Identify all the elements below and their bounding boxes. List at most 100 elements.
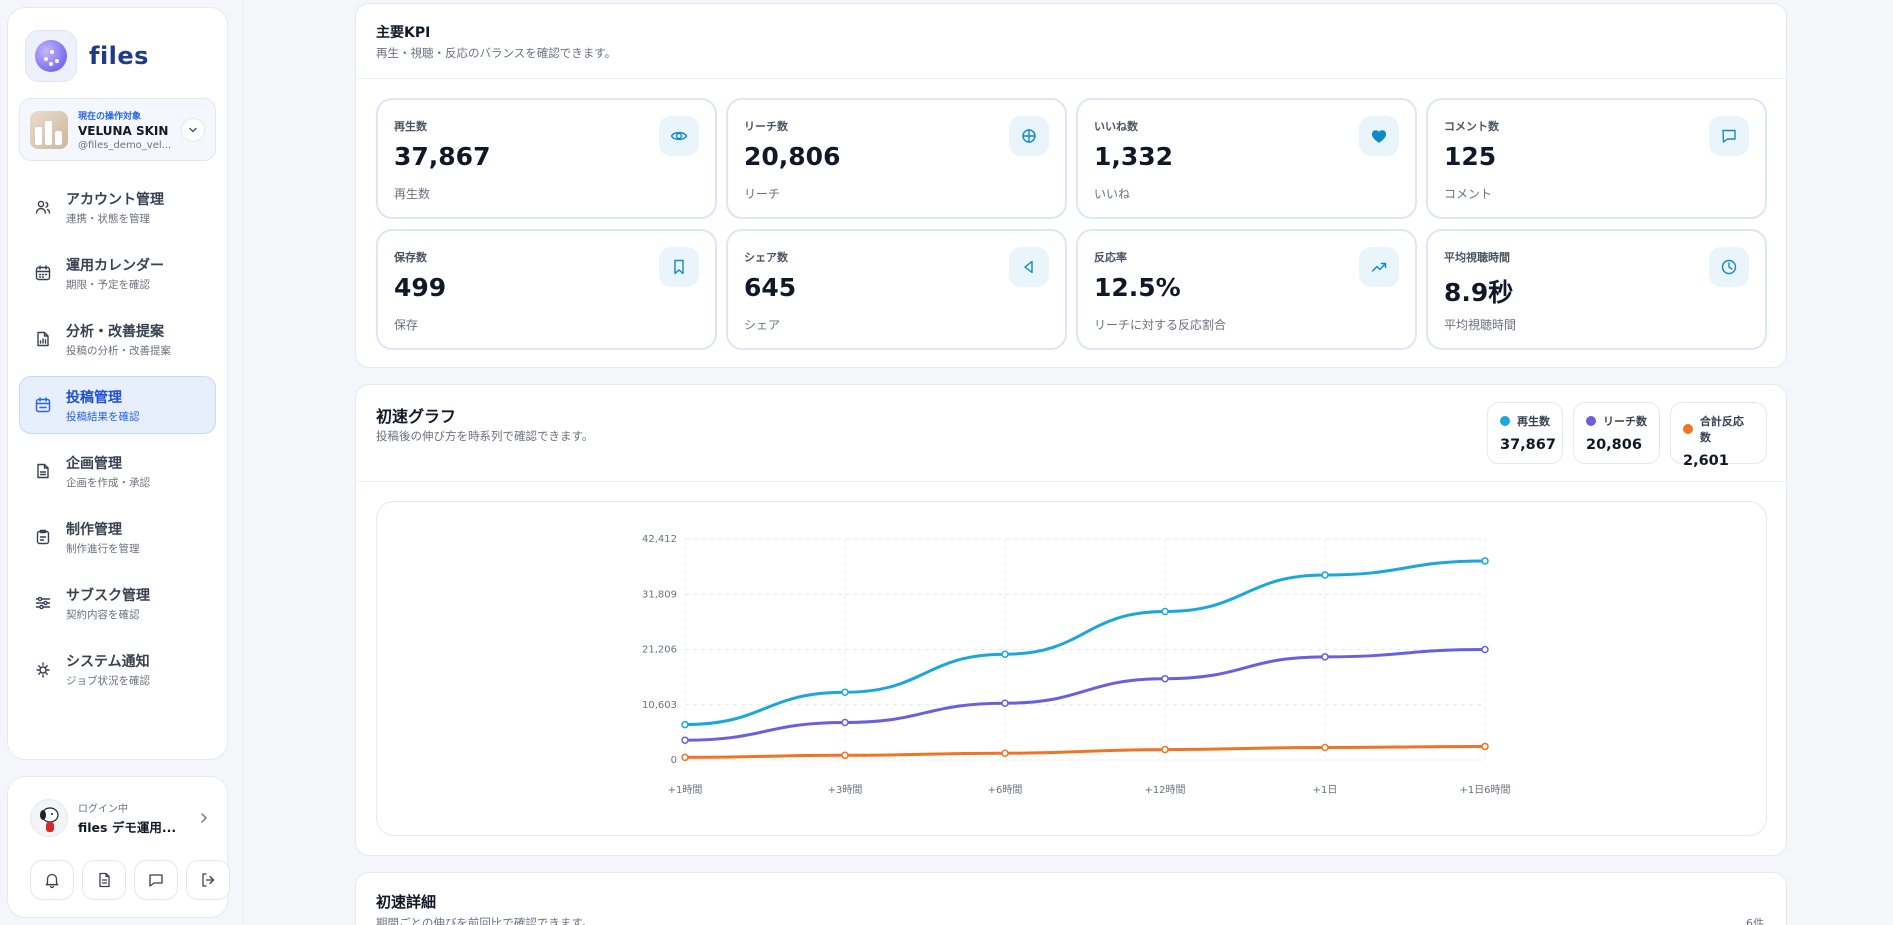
logout-icon — [202, 873, 215, 887]
kpi-value: 8.9秒 — [1444, 278, 1514, 307]
sidebar-item-3[interactable]: 投稿管理 投稿結果を確認 — [19, 376, 216, 434]
account-name: VELUNA SKIN — [78, 123, 169, 138]
user-profile[interactable]: ログイン中 files デモ運用... — [30, 799, 210, 837]
kpi-divider — [356, 78, 1786, 79]
kpi-sublabel: リーチ — [744, 187, 781, 201]
sidebar-item-label: 制作管理 — [66, 521, 122, 538]
y-tick-label: 21,206 — [642, 645, 677, 656]
brand-logo-icon — [25, 30, 77, 82]
sidebar-item-2[interactable]: 分析・改善提案投稿の分析・改善提案 — [19, 310, 216, 368]
series-line-1 — [683, 648, 1487, 742]
account-caption: 現在の操作対象 — [78, 111, 142, 122]
sliders-icon — [35, 596, 51, 610]
sidebar-item-5[interactable]: 制作管理制作進行を管理 — [19, 508, 216, 566]
legend-chip[interactable]: 再生数 37,867 — [1487, 402, 1563, 464]
y-tick-label: 10,603 — [642, 700, 677, 711]
clock-icon — [1721, 259, 1737, 275]
legend-dot — [1586, 416, 1596, 426]
sidebar-item-0[interactable]: アカウント管理 連携・状態を管理 — [19, 178, 216, 236]
clipboard-icon — [36, 529, 50, 545]
chat-button[interactable] — [134, 860, 178, 900]
legend-total: 37,867 — [1500, 437, 1556, 453]
sidebar-nav: アカウント管理 連携・状態を管理 運用カレンダー 期限・予定を確認分析・改善提案投稿の… — [19, 178, 216, 706]
detail-title: 初速詳細 — [376, 893, 437, 911]
detail-subtitle: 期間ごとの伸びを前回比で確認できます。 — [376, 916, 594, 925]
kpi-card: リーチ数 20,806 リーチ — [726, 98, 1067, 219]
line-chart-svg: 0 10,603 21,206 31,809 42,412 +1時間 +3時間 +6時間 +12… — [642, 534, 1511, 796]
sidebar-item-label: システム通知 — [66, 653, 150, 670]
gear-bug-icon — [36, 662, 50, 678]
kpi-value: 12.5% — [1094, 273, 1181, 302]
share-icon — [1024, 260, 1033, 274]
graph-subtitle: 投稿後の伸び方を時系列で確認できます。 — [376, 429, 594, 443]
user-panel: ログイン中 files デモ運用... — [7, 776, 230, 918]
sidebar-item-sublabel: 制作進行を管理 — [66, 542, 140, 555]
sidebar-item-1[interactable]: 運用カレンダー 期限・予定を確認 — [19, 244, 216, 302]
kpi-sublabel: シェア — [744, 318, 781, 332]
y-tick-label: 0 — [671, 755, 677, 766]
detail-count: 6件 — [1746, 917, 1764, 925]
legend-chip[interactable]: 合計反応数 2,601 — [1670, 402, 1767, 469]
legend-dot — [1683, 424, 1693, 434]
data-point — [841, 751, 849, 760]
data-point — [1321, 653, 1329, 661]
data-point — [681, 753, 689, 762]
graph-panel: 初速グラフ 投稿後の伸び方を時系列で確認できます。 再生数 37,867 リーチ数 2… — [355, 384, 1787, 856]
document-button[interactable] — [82, 860, 126, 900]
sidebar-item-sublabel: 投稿結果を確認 — [66, 410, 140, 423]
sidebar-item-6[interactable]: サブスク管理 契約内容を確認 — [19, 574, 216, 632]
sidebar-item-label: サブスク管理 — [66, 587, 150, 604]
trend-up-icon — [1371, 262, 1387, 272]
kpi-sublabel: 保存 — [394, 318, 419, 332]
calendar-icon — [35, 265, 51, 281]
data-point — [1481, 742, 1489, 751]
kpi-value: 499 — [394, 273, 447, 302]
data-point — [1161, 674, 1169, 683]
brand[interactable]: files — [25, 30, 149, 82]
data-point — [1321, 743, 1329, 752]
account-switcher[interactable]: 現在の操作対象 VELUNA SKIN @files_demo_vel... — [19, 98, 216, 161]
data-point — [1321, 571, 1329, 579]
sidebar-item-4[interactable]: 企画管理 企画を作成・承認 — [19, 442, 216, 500]
x-tick-label: +12時間 — [1144, 784, 1185, 796]
account-thumbnail — [30, 110, 68, 149]
legend-chip[interactable]: リーチ数 20,806 — [1573, 402, 1660, 464]
kpi-sublabel: 平均視聴時間 — [1444, 318, 1517, 332]
kpi-card: いいね数 1,332 いいね — [1076, 98, 1417, 219]
kpi-label: いいね数 — [1094, 120, 1138, 133]
sidebar-item-7[interactable]: システム通知 ジョブ状況を確認 — [19, 640, 216, 698]
sidebar-item-label: 分析・改善提案 — [66, 323, 164, 340]
kpi-card: シェア数 645 シェア — [726, 229, 1067, 350]
kpi-value: 1,332 — [1094, 142, 1174, 171]
sidebar-divider — [242, 0, 243, 925]
data-point — [1161, 607, 1169, 616]
kpi-grid: 再生数 37,867 再生数 リーチ数 20,806 リーチ いいね数 1,332 いいね コメン… — [376, 98, 1767, 350]
chevron-right-icon[interactable] — [198, 812, 210, 824]
x-tick-label: +1日6時間 — [1459, 784, 1510, 796]
kpi-subtitle: 再生・視聴・反応のバランスを確認できます。 — [376, 46, 617, 60]
series-line-2 — [683, 744, 1487, 759]
kpi-card: 反応率 12.5% リーチに対する反応割合 — [1076, 229, 1417, 350]
line-chart: 0 10,603 21,206 31,809 42,412 +1時間 +3時間 +6時間 +12… — [376, 501, 1767, 836]
graph-divider — [356, 481, 1786, 482]
kpi-label: シェア数 — [744, 251, 788, 264]
chevron-down-icon[interactable] — [181, 117, 205, 142]
data-point — [1001, 749, 1009, 757]
kpi-sublabel: 再生数 — [394, 187, 431, 201]
notification-bell-button[interactable] — [30, 860, 74, 900]
sidebar-item-label: 運用カレンダー — [66, 257, 164, 274]
kpi-sublabel: リーチに対する反応割合 — [1094, 318, 1227, 332]
x-tick-label: +6時間 — [988, 784, 1023, 796]
series-line-0 — [683, 559, 1487, 727]
sidebar-item-sublabel: 投稿の分析・改善提案 — [66, 344, 171, 357]
data-point — [1481, 557, 1489, 565]
data-point — [681, 736, 689, 744]
bell-icon — [45, 873, 59, 889]
calendar-check-icon — [35, 397, 51, 413]
chart-file-icon — [37, 331, 49, 347]
logout-button[interactable] — [186, 860, 230, 900]
y-tick-label: 42,412 — [642, 534, 677, 545]
kpi-label: 保存数 — [394, 251, 427, 264]
kpi-card: 再生数 37,867 再生数 — [376, 98, 717, 219]
data-point — [1001, 650, 1009, 658]
